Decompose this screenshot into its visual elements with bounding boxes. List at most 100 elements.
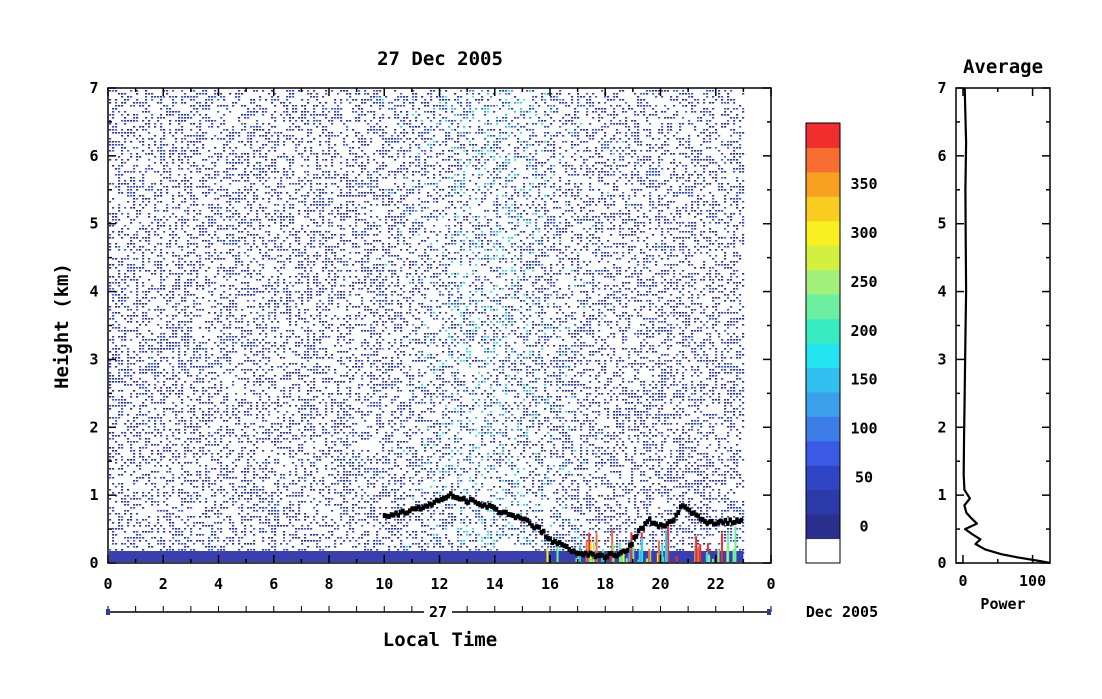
heatmap-cell	[727, 243, 730, 245]
heatmap-cell	[328, 249, 331, 251]
heatmap-cell	[496, 123, 499, 125]
heatmap-cell	[454, 186, 457, 188]
heatmap-cell	[328, 174, 331, 176]
heatmap-cell	[373, 240, 376, 242]
heatmap-cell	[202, 183, 205, 185]
heatmap-cell	[154, 183, 157, 185]
heatmap-cell	[682, 243, 685, 245]
heatmap-cell	[550, 108, 553, 110]
heatmap-cell	[286, 237, 289, 239]
heatmap-cell	[268, 225, 271, 227]
heatmap-cell	[481, 165, 484, 167]
heatmap-cell	[337, 153, 340, 155]
heatmap-cell	[262, 225, 265, 227]
heatmap-cell	[217, 237, 220, 239]
heatmap-cell	[460, 240, 463, 242]
heatmap-cell	[238, 258, 241, 260]
heatmap-cell	[679, 126, 682, 128]
heatmap-cell	[343, 213, 346, 215]
heatmap-cell	[733, 99, 736, 101]
heatmap-cell	[430, 99, 433, 101]
heatmap-cell	[460, 231, 463, 233]
heatmap-cell	[250, 111, 253, 113]
heatmap-cell	[244, 243, 247, 245]
heatmap-cell	[241, 237, 244, 239]
heatmap-cell	[574, 186, 577, 188]
heatmap-cell	[649, 249, 652, 251]
heatmap-cell	[460, 114, 463, 116]
heatmap-cell	[139, 195, 142, 197]
heatmap-cell	[616, 180, 619, 182]
heatmap-cell	[178, 165, 181, 167]
heatmap-cell	[544, 174, 547, 176]
heatmap-cell	[544, 135, 547, 137]
heatmap-cell	[292, 183, 295, 185]
heatmap-cell	[394, 174, 397, 176]
heatmap-cell	[550, 138, 553, 140]
heatmap-cell	[487, 111, 490, 113]
heatmap-cell	[694, 150, 697, 152]
heatmap-cell	[631, 171, 634, 173]
heatmap-cell	[457, 141, 460, 143]
heatmap-cell	[232, 174, 235, 176]
heatmap-cell	[133, 168, 136, 170]
heatmap-cell	[598, 246, 601, 248]
heatmap-cell	[382, 246, 385, 248]
heatmap-cell	[742, 165, 745, 167]
heatmap-cell	[628, 162, 631, 164]
heatmap-cell	[166, 177, 169, 179]
heatmap-cell	[136, 258, 139, 260]
heatmap-cell	[691, 231, 694, 233]
heatmap-cell	[673, 195, 676, 197]
heatmap-cell	[619, 231, 622, 233]
heatmap-cell	[523, 219, 526, 221]
heatmap-cell	[481, 90, 484, 92]
heatmap-cell	[631, 183, 634, 185]
heatmap-cell	[223, 138, 226, 140]
heatmap-cell	[577, 219, 580, 221]
heatmap-cell	[631, 177, 634, 179]
heatmap-cell	[718, 93, 721, 95]
heatmap-cell	[289, 231, 292, 233]
heatmap-cell	[523, 111, 526, 113]
heatmap-cell	[301, 201, 304, 203]
heatmap-cell	[226, 192, 229, 194]
heatmap-cell	[724, 90, 727, 92]
heatmap-cell	[670, 213, 673, 215]
heatmap-cell	[631, 231, 634, 233]
heatmap-cell	[328, 225, 331, 227]
heatmap-cell	[607, 141, 610, 143]
heatmap-cell	[136, 129, 139, 131]
heatmap-cell	[703, 237, 706, 239]
heatmap-cell	[385, 126, 388, 128]
heatmap-cell	[307, 132, 310, 134]
heatmap-cell	[175, 129, 178, 131]
heatmap-cell	[670, 228, 673, 230]
heatmap-cell	[421, 255, 424, 257]
heatmap-cell	[697, 102, 700, 104]
heatmap-cell	[325, 93, 328, 95]
heatmap-cell	[316, 105, 319, 107]
heatmap-cell	[613, 99, 616, 101]
heatmap-cell	[421, 240, 424, 242]
heatmap-cell	[163, 132, 166, 134]
heatmap-cell	[532, 249, 535, 251]
heatmap-cell	[346, 240, 349, 242]
heatmap-cell	[313, 114, 316, 116]
heatmap-cell	[499, 204, 502, 206]
heatmap-cell	[268, 258, 271, 260]
heatmap-cell	[133, 234, 136, 236]
heatmap-cell	[613, 183, 616, 185]
heatmap-cell	[496, 195, 499, 197]
heatmap-cell	[139, 102, 142, 104]
heatmap-cell	[703, 99, 706, 101]
heatmap-cell	[301, 153, 304, 155]
heatmap-cell	[295, 111, 298, 113]
heatmap-cell	[553, 111, 556, 113]
heatmap-cell	[436, 153, 439, 155]
heatmap-cell	[541, 177, 544, 179]
heatmap-cell	[562, 231, 565, 233]
heatmap-cell	[463, 183, 466, 185]
heatmap-cell	[709, 231, 712, 233]
heatmap-cell	[268, 129, 271, 131]
